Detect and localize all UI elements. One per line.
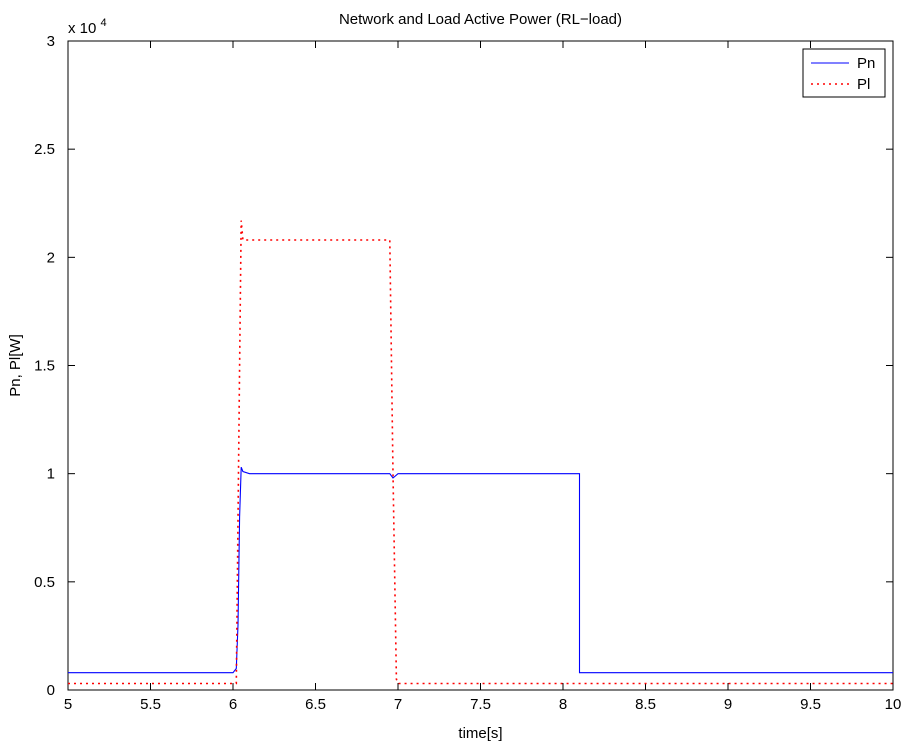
x-tick-label: 10 bbox=[885, 696, 902, 713]
x-tick-label: 7.5 bbox=[470, 696, 491, 713]
y-tick-label: 2.5 bbox=[34, 141, 55, 158]
x-tick-label: 6 bbox=[229, 696, 237, 713]
x-tick-label: 5.5 bbox=[140, 696, 161, 713]
y-axis-exponent-base: x 10 bbox=[68, 20, 96, 37]
y-tick-label: 2 bbox=[47, 249, 55, 266]
y-axis-label: Pn, Pl[W] bbox=[7, 334, 24, 397]
y-tick-label: 0 bbox=[47, 682, 55, 699]
series-layer bbox=[68, 220, 893, 685]
y-tick-label: 3 bbox=[47, 33, 55, 50]
legend-label-pl: Pl bbox=[857, 76, 870, 93]
chart-title: Network and Load Active Power (RL−load) bbox=[339, 11, 622, 28]
x-tick-label: 8 bbox=[559, 696, 567, 713]
legend: Pn Pl bbox=[802, 48, 886, 98]
x-axis-label: time[s] bbox=[458, 725, 502, 742]
y-tick-label: 1 bbox=[47, 466, 55, 483]
x-tick-label: 8.5 bbox=[635, 696, 656, 713]
series-line-pn bbox=[68, 466, 893, 674]
x-tick-label: 7 bbox=[394, 696, 402, 713]
x-tick-label: 5 bbox=[64, 696, 72, 713]
y-tick-label: 0.5 bbox=[34, 574, 55, 591]
x-tick-label: 6.5 bbox=[305, 696, 326, 713]
x-axis-ticks: 5 5.5 6 6.5 7 7.5 8 8.5 9 9.5 10 bbox=[64, 41, 902, 713]
x-tick-label: 9 bbox=[724, 696, 732, 713]
legend-label-pn: Pn bbox=[857, 55, 875, 72]
plot-area bbox=[67, 40, 894, 691]
legend-box bbox=[802, 48, 886, 98]
y-axis-exponent-power: 4 bbox=[101, 17, 107, 29]
x-tick-label: 9.5 bbox=[800, 696, 821, 713]
y-tick-label: 1.5 bbox=[34, 358, 55, 375]
y-axis-ticks: 0 0.5 1 1.5 2 2.5 3 bbox=[34, 33, 893, 699]
y-axis-exponent: x 10 4 bbox=[68, 17, 107, 37]
